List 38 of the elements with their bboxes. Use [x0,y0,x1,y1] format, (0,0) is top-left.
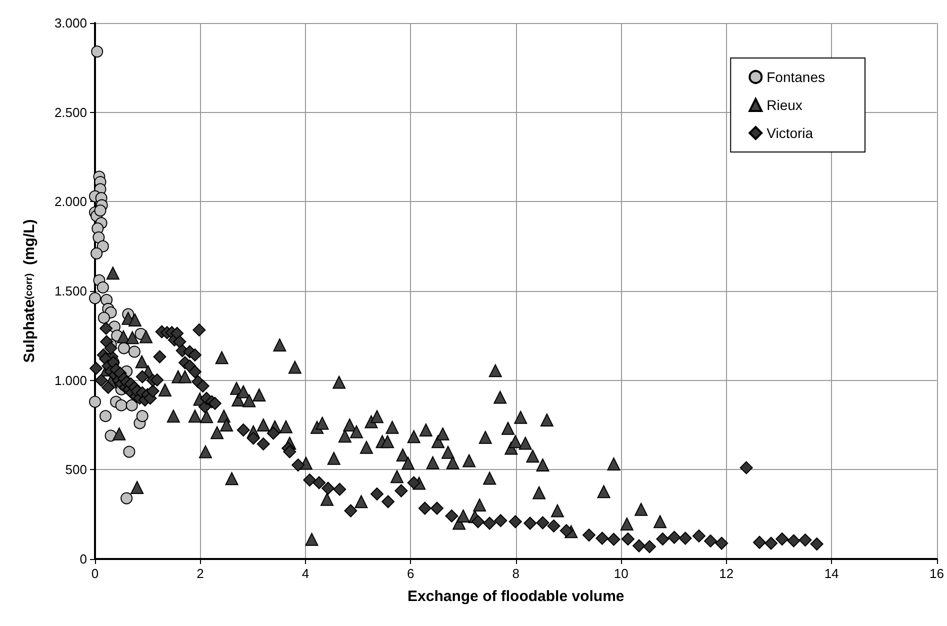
x-tick-label: 6 [407,566,414,581]
x-tick-label: 10 [614,566,628,581]
x-tick-label: 2 [196,566,204,581]
point [128,346,140,358]
point [89,396,101,408]
point [126,399,138,412]
x-tick-label: 14 [824,566,839,581]
point [118,342,130,354]
x-tick-label: 16 [930,566,944,581]
point [90,247,103,260]
y-tick-label: 3.000 [54,16,87,30]
y-tick-label: 2.500 [54,104,87,120]
legend-label: Rieux [766,97,802,113]
legend-label: Fontanes [766,69,826,85]
point [96,240,109,252]
point [91,46,104,58]
y-tick-label: 1.000 [54,372,87,388]
y-axis-title: Sulphate(corr) (mg/L) [21,219,38,363]
y-tick-label: 1.500 [54,284,87,298]
x-axis-title: Exchange of floodable volume [408,588,624,605]
point [89,292,101,304]
x-tick-label: 4 [302,566,310,581]
y-tick-label: 2.000 [54,194,87,210]
x-tick-label: 12 [719,566,734,581]
y-tick-label: 0 [80,552,87,566]
point [123,446,136,458]
legend-label: Victoria [766,125,814,141]
point [92,231,105,244]
point [98,312,110,324]
point [94,204,106,217]
y-tick-label: 500 [65,462,87,478]
point [136,410,148,422]
point [96,281,109,294]
point [120,492,133,504]
x-tick-label: 0 [91,566,99,581]
point [115,399,128,412]
point [100,410,112,422]
x-tick-label: 8 [512,566,520,581]
